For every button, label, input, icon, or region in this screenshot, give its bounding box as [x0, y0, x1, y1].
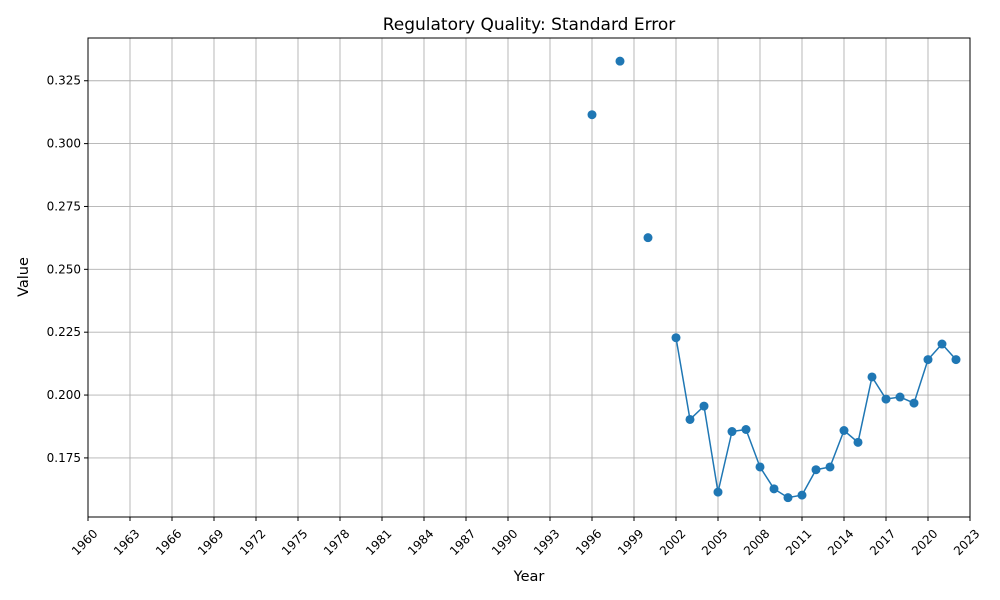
y-tick-label: 0.300 [47, 137, 81, 151]
data-point [839, 426, 849, 436]
x-tick-label: 2023 [951, 527, 982, 558]
data-point [867, 372, 877, 382]
x-tick-label: 1978 [321, 527, 352, 558]
data-point [951, 355, 961, 365]
x-tick-label: 1960 [69, 527, 100, 558]
data-point [671, 333, 681, 343]
data-point [895, 392, 905, 402]
x-tick-label: 2008 [741, 527, 772, 558]
data-point [909, 398, 919, 408]
chart-title: Regulatory Quality: Standard Error [383, 15, 676, 35]
x-tick-label: 1990 [489, 527, 520, 558]
x-tick-label: 1963 [111, 527, 142, 558]
data-point [853, 437, 863, 447]
y-tick-label: 0.325 [47, 74, 81, 88]
x-tick-label: 1993 [531, 527, 562, 558]
data-points [587, 56, 961, 503]
x-axis: 1960 1963 1966 1969 1972 1975 1978 1981 1984 1987… [69, 517, 982, 558]
y-tick-label: 0.175 [47, 451, 81, 465]
y-tick-label: 0.275 [47, 199, 81, 213]
grid [87, 38, 971, 517]
x-tick-label: 1969 [195, 527, 226, 558]
data-point [755, 462, 765, 472]
data-point [615, 56, 625, 66]
x-tick-label: 2002 [657, 527, 688, 558]
x-tick-label: 2014 [825, 527, 856, 558]
data-point [685, 414, 695, 424]
data-point [923, 355, 933, 365]
y-tick-label: 0.200 [47, 388, 81, 402]
data-point [825, 462, 835, 472]
data-point [699, 401, 709, 411]
data-point [741, 424, 751, 434]
x-tick-label: 1996 [573, 527, 604, 558]
x-tick-label: 1987 [447, 527, 478, 558]
plot-frame [87, 37, 971, 518]
x-tick-label: 1999 [615, 527, 646, 558]
y-axis: 0.175 0.200 0.225 0.250 0.275 0.300 0.325 [47, 74, 88, 465]
data-point [643, 233, 653, 243]
data-point [881, 394, 891, 404]
data-point [769, 484, 779, 494]
x-tick-label: 1981 [363, 527, 394, 558]
x-tick-label: 2005 [699, 527, 730, 558]
data-point [937, 339, 947, 349]
x-tick-label: 2020 [909, 527, 940, 558]
data-point [783, 493, 793, 503]
x-tick-label: 1966 [153, 527, 184, 558]
data-point [713, 487, 723, 497]
data-point [811, 465, 821, 475]
data-point [727, 427, 737, 437]
data-point [587, 110, 597, 120]
x-axis-title: Year [513, 569, 545, 585]
y-tick-label: 0.225 [47, 325, 81, 339]
y-axis-title: Value [16, 257, 32, 297]
data-point [797, 490, 807, 500]
x-tick-label: 1975 [279, 527, 310, 558]
x-tick-label: 2011 [783, 527, 814, 558]
x-tick-label: 1972 [237, 527, 268, 558]
x-tick-label: 2017 [867, 527, 898, 558]
y-tick-label: 0.250 [47, 262, 81, 276]
x-tick-label: 1984 [405, 527, 436, 558]
